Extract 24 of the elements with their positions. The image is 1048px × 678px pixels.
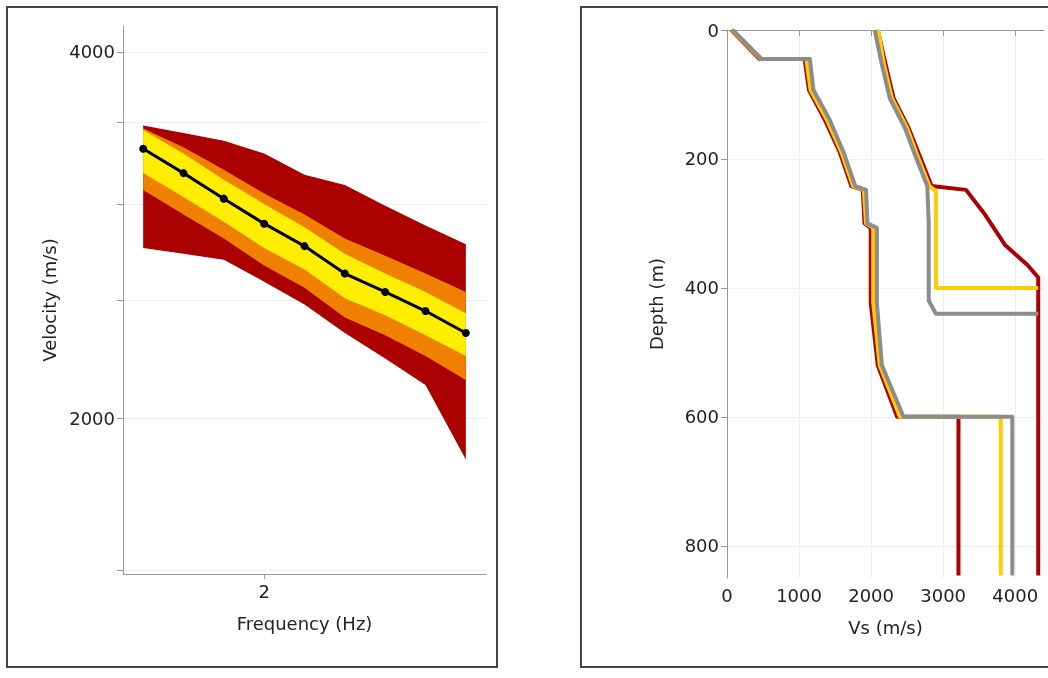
y-tick-label: 800 [684,535,719,557]
point [260,219,269,228]
point [461,329,470,338]
x-axis-title: Vs (m/s) [848,616,923,638]
y-tick-label: 600 [684,406,719,428]
point [179,169,188,178]
point [381,287,390,296]
x-tick-label: 2 [258,580,270,602]
point [219,194,228,203]
x-axis-title: Frequency (Hz) [236,612,373,634]
point [340,269,349,278]
point [300,242,309,251]
point [139,144,148,153]
point [421,307,430,316]
y-tick-label: 0 [707,19,719,41]
x-tick-label: 3000 [920,584,967,606]
y-tick-label: 200 [684,148,719,170]
x-tick-label: 4000 [992,584,1039,606]
x-tick-label: 1000 [776,584,822,606]
y-axis-title: Velocity (m/s) [38,238,60,362]
x-tick-label: 2000 [848,584,894,606]
y-tick-label: 400 [684,277,719,299]
y-axis-title: Depth (m) [645,257,667,351]
x-tick-label: 0 [721,584,733,606]
